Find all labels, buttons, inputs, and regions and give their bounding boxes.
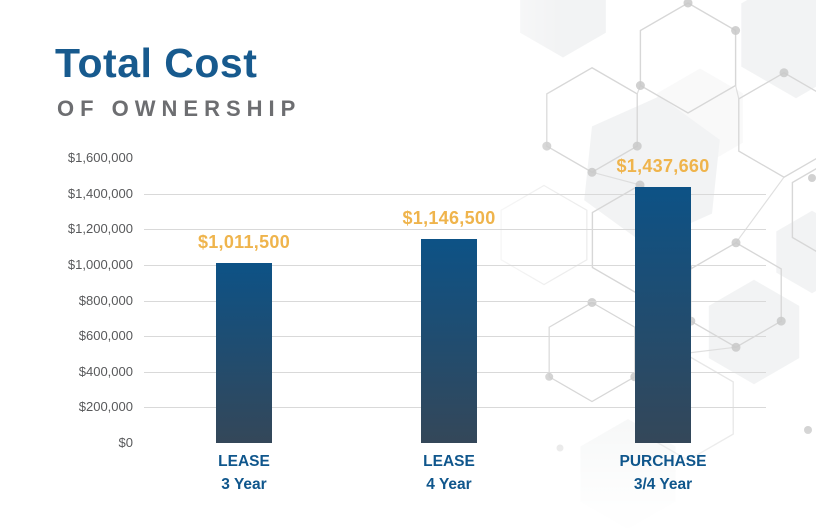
category-label-purchase-3-4-year: PURCHASE 3/4 Year [573,450,753,496]
bar-value-label: $1,437,660 [616,155,710,176]
y-axis-tick-label: $200,000 [78,399,133,415]
bar-lease-4-year [421,238,477,443]
category-label-lease-4-year: LEASE 4 Year [359,450,539,496]
page-title: Total Cost [55,40,258,86]
y-axis-tick-label: $800,000 [78,292,133,308]
y-axis-tick-label: $1,000,000 [67,256,133,272]
category-line1: PURCHASE [619,453,707,470]
y-axis-tick-label: $1,200,000 [67,221,133,237]
y-axis-tick-label: $1,600,000 [67,150,133,165]
category-line2: 3/4 Year [633,476,693,493]
y-axis-tick-label: $400,000 [78,363,133,379]
category-line2: 3 Year [221,476,267,493]
header: Total Cost OF OWNERSHIP [55,40,301,122]
category-label-lease-3-year: LEASE 3 Year [154,450,334,496]
category-line1: LEASE [218,453,270,470]
category-line1: LEASE [423,453,475,470]
bar-value-label: $1,146,500 [402,207,496,228]
y-axis-tick-label: $0 [118,435,133,450]
page-subtitle: OF OWNERSHIP [57,96,302,121]
y-axis-tick-label: $600,000 [78,328,133,344]
category-line2: 4 Year [426,476,472,493]
y-axis-tick-label: $1,400,000 [67,185,133,201]
bar-value-label: $1,011,500 [197,231,291,252]
bar-lease-3-year [216,262,272,443]
bar-purchase-3-4-year [635,186,691,443]
